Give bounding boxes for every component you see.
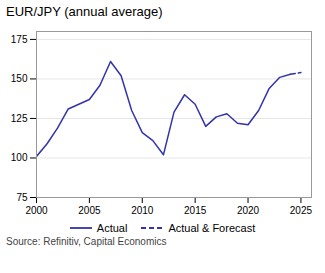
html-text:Actual & Forecast: Actual & Forecast (168, 222, 256, 234)
svg-text:150: 150 (11, 73, 28, 84)
html-text:Source: Refinitiv, Capital Eco: Source: Refinitiv, Capital Economics (6, 236, 167, 247)
html-text:EUR/JPY (annual average): EUR/JPY (annual average) (6, 4, 163, 19)
svg-text:2015: 2015 (184, 205, 207, 216)
html-text:Actual: Actual (96, 222, 128, 234)
svg-text:2005: 2005 (78, 205, 101, 216)
svg-text:2010: 2010 (131, 205, 154, 216)
svg-text:125: 125 (11, 113, 28, 124)
svg-text:2020: 2020 (237, 205, 260, 216)
svg-text:75: 75 (16, 192, 28, 203)
svg-text:2000: 2000 (25, 205, 48, 216)
svg-text:2025: 2025 (290, 205, 313, 216)
svg-text:100: 100 (11, 152, 28, 163)
svg-text:175: 175 (11, 34, 28, 45)
